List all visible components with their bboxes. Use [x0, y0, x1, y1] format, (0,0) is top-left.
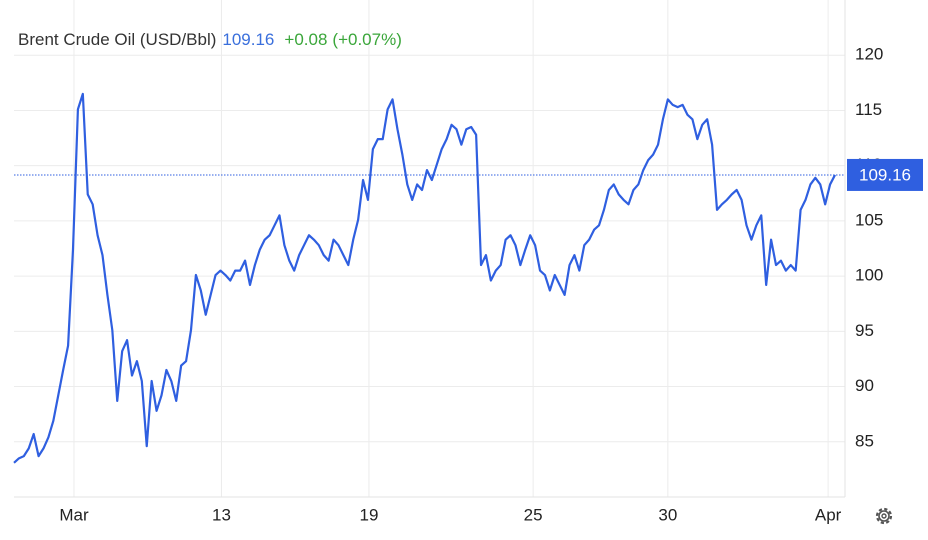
- x-tick-label: 30: [658, 505, 677, 524]
- grid: [14, 0, 845, 497]
- settings-icon[interactable]: [875, 507, 893, 525]
- header: Brent Crude Oil (USD/Bbl) 109.16 +0.08 (+0.…: [18, 30, 402, 49]
- y-tick-label: 115: [855, 100, 882, 119]
- gear-teeth: [875, 507, 893, 525]
- y-tick-label: 90: [855, 376, 874, 395]
- x-tick-label: 13: [212, 505, 231, 524]
- x-tick-label: 19: [359, 505, 378, 524]
- change: +0.08: [284, 30, 327, 49]
- y-tick-label: 85: [855, 431, 874, 450]
- y-tick-label: 100: [855, 266, 883, 285]
- y-tick-label: 120: [855, 45, 883, 64]
- gear-ring: [878, 510, 890, 522]
- x-tick-label: Apr: [815, 505, 842, 524]
- chart-title: Brent Crude Oil (USD/Bbl): [18, 30, 216, 49]
- last-price: 109.16: [222, 30, 274, 49]
- price-line: [13, 92, 836, 464]
- price-tag: [847, 158, 923, 191]
- change-percent: (+0.07%): [332, 30, 401, 49]
- price-tag-label: 109.16: [859, 165, 911, 184]
- y-tick-label: 105: [855, 210, 883, 229]
- y-tick-label: 95: [855, 321, 874, 340]
- x-tick-label: Mar: [59, 505, 89, 524]
- x-tick-label: 25: [524, 505, 543, 524]
- gear-hub: [881, 513, 887, 519]
